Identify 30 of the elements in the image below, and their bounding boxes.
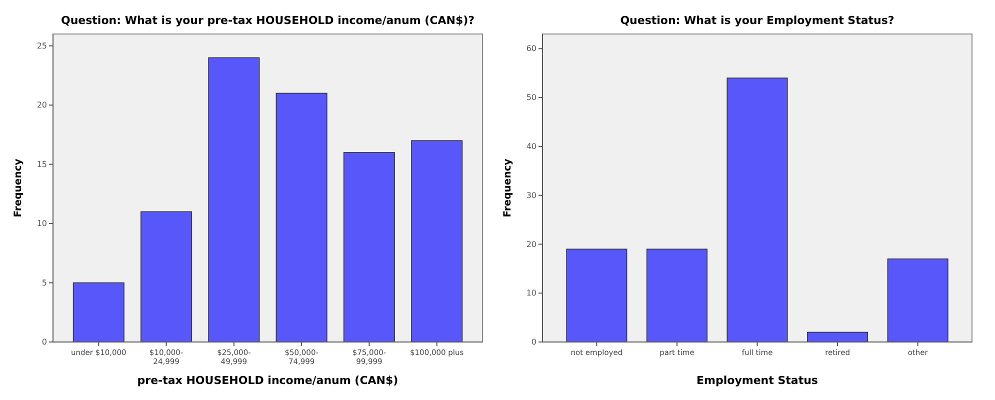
y-tick-label: 20: [36, 100, 47, 110]
bar: [343, 152, 395, 342]
y-tick-label: 10: [36, 219, 47, 228]
y-tick-label: 40: [526, 142, 536, 152]
x-axis-title: pre-tax HOUSEHOLD income/anum (CAN$): [137, 374, 398, 387]
y-tick-label: 60: [526, 44, 536, 54]
bar: [276, 92, 328, 342]
x-axis-title: Employment Status: [696, 374, 818, 387]
y-tick-label: 0: [531, 338, 536, 347]
y-tick-label: 0: [42, 338, 47, 347]
bar: [646, 248, 708, 342]
y-tick-label: 30: [526, 190, 536, 200]
y-axis-title: Frequency: [13, 158, 24, 218]
y-tick-label: 10: [526, 288, 536, 298]
bar: [208, 57, 260, 342]
y-tick-label: 50: [526, 93, 536, 102]
bar: [807, 332, 868, 342]
bar: [72, 282, 124, 342]
y-tick-label: 25: [36, 41, 47, 50]
y-tick-label: 15: [36, 160, 47, 169]
y-tick-label: 20: [526, 240, 536, 249]
y-axis-title: Frequency: [502, 158, 514, 218]
bar: [411, 140, 463, 342]
chart-title: Question: What is your Employment Status?: [620, 14, 894, 27]
bar: [726, 78, 788, 342]
bar: [566, 248, 628, 342]
y-tick-label: 5: [42, 278, 47, 288]
chart-title: Question: What is your pre-tax HOUSEHOLD income/anum (CAN$)?: [60, 14, 475, 27]
bar: [140, 211, 192, 342]
bar: [887, 258, 948, 342]
